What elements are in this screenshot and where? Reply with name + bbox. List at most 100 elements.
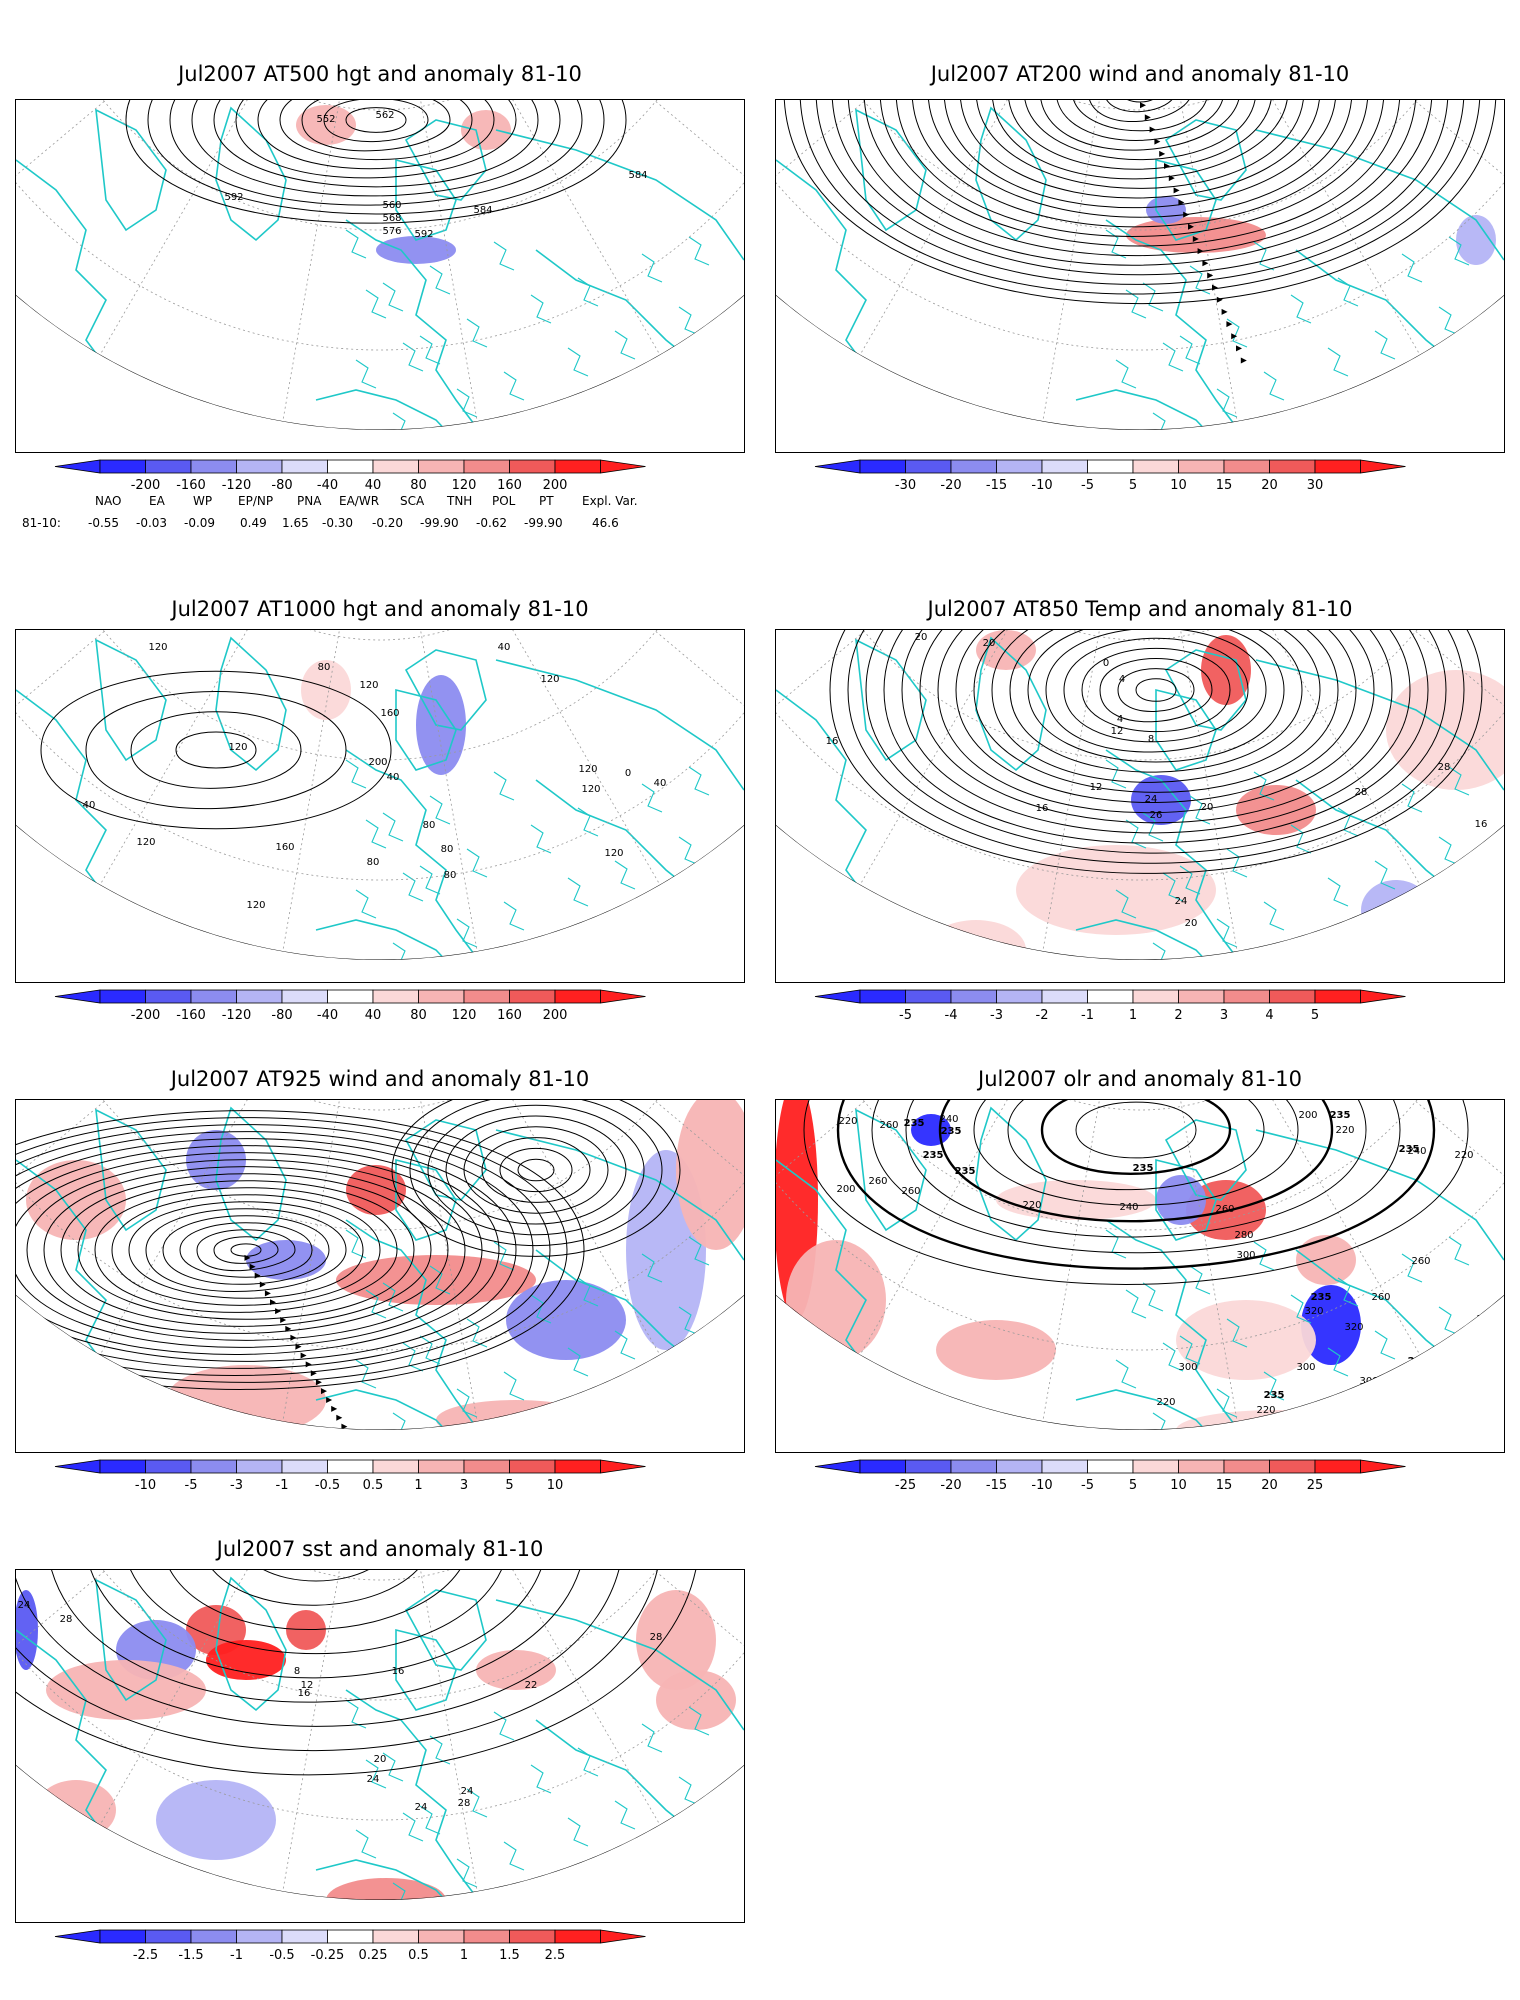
colorbar-tick-label: -10 <box>1031 478 1052 493</box>
contour-line <box>901 630 1411 834</box>
positive-anomaly-area <box>461 110 511 150</box>
meridian <box>16 1100 381 1231</box>
border-line <box>614 1330 636 1360</box>
border-line <box>1374 1330 1396 1360</box>
latitude-circle <box>19 1100 741 1231</box>
latitude-circle <box>776 1100 1504 1351</box>
colorbar-tick-label: 5 <box>505 1478 513 1493</box>
contour-line <box>815 100 1465 285</box>
contour-line <box>895 100 1385 237</box>
contour-label-bg <box>1247 1424 1267 1435</box>
coastline <box>495 659 744 791</box>
colorbar-tip-right <box>1360 1459 1406 1474</box>
contour-label: 260 <box>1266 1440 1285 1451</box>
contour-line <box>257 100 495 170</box>
border-line <box>1162 872 1184 902</box>
colorbar-tip-right <box>600 1459 646 1474</box>
contour-line <box>991 100 1289 180</box>
contour-label: 260 <box>1411 1256 1430 1267</box>
contour-line <box>1007 1100 1265 1191</box>
contour-line <box>130 711 302 789</box>
contour-label: 300 <box>1296 1362 1315 1373</box>
colorbar-swatch <box>327 1929 374 1944</box>
border-line <box>651 1853 673 1883</box>
meridian <box>379 1570 744 1701</box>
colorbar-tick-label: 2.5 <box>545 1948 566 1963</box>
contour-line <box>1103 100 1177 113</box>
border-line <box>1448 1236 1470 1266</box>
tele-header-2: WP <box>193 494 213 508</box>
border-line <box>1327 1347 1349 1377</box>
map-sst: 24 28 16 8 12 16 20 24 28 24 28 22 24 <box>15 1569 745 1923</box>
latitude-circle <box>139 1570 621 1581</box>
contour-line <box>40 670 392 830</box>
border-line <box>345 1699 367 1729</box>
border-line <box>1327 877 1349 907</box>
tele-header-9: PT <box>539 494 554 508</box>
coastline <box>315 389 467 430</box>
streamline <box>409 1100 663 1247</box>
contour-label: 26 <box>1150 810 1163 821</box>
contour-line <box>1135 678 1177 702</box>
contour-label: 260 <box>868 1176 887 1187</box>
contour-line <box>191 100 561 197</box>
colorbar-swatch <box>1087 1459 1134 1474</box>
colorbar-tick-label: 3 <box>1220 1008 1228 1023</box>
contour-line <box>179 1222 313 1278</box>
streamline-arrow <box>259 1281 266 1288</box>
contour-line <box>230 1243 262 1257</box>
contour-label: 300 <box>1236 1250 1255 1261</box>
meridian <box>379 1100 661 1356</box>
latitude-circle <box>19 1570 741 1701</box>
colorbar-tick-label: -40 <box>317 478 338 493</box>
contour-line <box>213 1236 279 1264</box>
teleconnection-table: NAO EA WP EP/NP PNA EA/WR SCA TNH POL PT… <box>0 494 760 534</box>
border-line <box>419 335 441 365</box>
contour-label: 40 <box>654 778 667 789</box>
coastline <box>345 1689 487 1900</box>
coastline <box>855 1108 927 1232</box>
colorbar-tick-label: 20 <box>1261 478 1278 493</box>
colorbar-swatch <box>463 989 510 1004</box>
border-line <box>355 1359 377 1389</box>
colorbar-tick-label: -0.5 <box>269 1948 294 1963</box>
contour-label: 120 <box>581 784 600 795</box>
border-line <box>1290 824 1312 854</box>
streamline <box>463 1126 609 1214</box>
colorbar-tick-label: 10 <box>1170 1478 1187 1493</box>
colorbar-tick-label: 4 <box>1265 1008 1273 1023</box>
colorbar-swatch <box>236 1459 283 1474</box>
contour-line <box>1117 668 1195 712</box>
contour-line <box>1063 637 1249 743</box>
border-line <box>1300 954 1322 960</box>
contour-label: 120 <box>343 975 362 982</box>
colorbar-swatch <box>1223 459 1270 474</box>
colorbar-tick-label: 0.5 <box>408 1948 429 1963</box>
colorbar-swatch <box>1269 459 1316 474</box>
contour-line <box>235 100 517 179</box>
border-line <box>1216 918 1238 948</box>
border-line <box>567 877 589 907</box>
contour-label: 12 <box>1090 782 1103 793</box>
contour-label: 240 <box>939 1114 958 1125</box>
meridian <box>379 630 744 761</box>
border-line <box>355 1829 377 1859</box>
colorbar-tick-label: -25 <box>895 1478 916 1493</box>
coastline <box>16 159 117 430</box>
contour-label: 200 <box>1298 1110 1317 1121</box>
colorbar-swatch <box>1087 989 1134 1004</box>
colorbar-at850: -5 -4 -3 -2 -1 1 2 3 4 5 <box>814 989 1520 1024</box>
streamline-arrow <box>1159 150 1166 157</box>
border-line <box>402 1812 424 1842</box>
colorbar-tick-label: 160 <box>497 1008 522 1023</box>
meridian <box>1139 100 1504 231</box>
colorbar-swatch <box>996 1459 1043 1474</box>
contour-label: 28 <box>60 1614 73 1625</box>
border-line <box>604 1400 626 1430</box>
border-line <box>1374 330 1396 360</box>
colorbar-swatch <box>145 459 192 474</box>
coastline <box>855 638 927 762</box>
streamline-arrow <box>341 1423 348 1430</box>
border-line <box>651 1383 673 1413</box>
contour-label: 160 <box>380 708 399 719</box>
